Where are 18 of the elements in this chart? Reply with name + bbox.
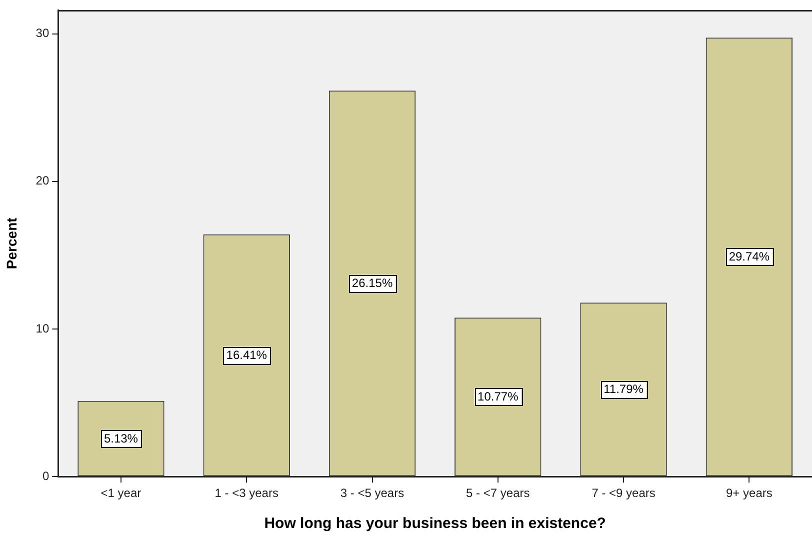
x-tick-label: 5 - <7 years	[466, 486, 530, 500]
data-label: 10.77%	[478, 390, 519, 404]
data-label: 26.15%	[352, 276, 393, 290]
data-label: 16.41%	[226, 348, 268, 362]
x-tick-label: 3 - <5 years	[340, 486, 404, 500]
y-tick-label: 30	[36, 26, 50, 40]
x-tick-label: 9+ years	[726, 486, 772, 500]
y-axis-title: Percent	[3, 217, 20, 270]
data-label: 5.13%	[104, 431, 138, 446]
y-tick-label: 0	[42, 468, 50, 483]
data-label: 29.74%	[728, 250, 770, 264]
data-label: 11.79%	[604, 382, 644, 396]
x-axis-title: How long has your business been in existence?	[264, 515, 606, 532]
x-tick-label: 7 - <9 years	[592, 486, 656, 500]
x-tick-label: <1 year	[100, 486, 142, 500]
y-tick-label: 10	[36, 321, 50, 336]
x-tick-label: 1 - <3 years	[214, 486, 278, 500]
y-tick-label: 20	[36, 174, 50, 188]
